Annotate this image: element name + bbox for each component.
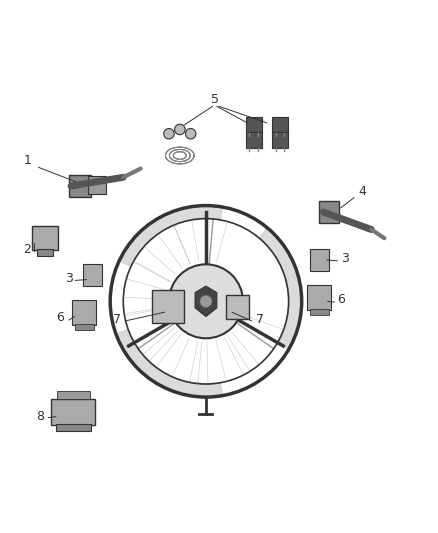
Bar: [246, 133, 261, 148]
Text: 3: 3: [341, 252, 349, 265]
Text: 4: 4: [359, 185, 367, 198]
Circle shape: [164, 128, 174, 139]
Bar: [37, 249, 53, 256]
Bar: [310, 249, 328, 271]
Text: 6: 6: [337, 294, 345, 306]
Bar: [32, 226, 58, 251]
Text: 1: 1: [24, 154, 32, 167]
Polygon shape: [116, 329, 223, 397]
Circle shape: [169, 264, 243, 338]
Bar: [310, 309, 328, 315]
Bar: [69, 175, 91, 197]
Text: 7: 7: [256, 313, 265, 326]
Bar: [56, 424, 91, 431]
Circle shape: [200, 295, 212, 308]
Bar: [319, 201, 339, 223]
Bar: [74, 324, 94, 330]
Bar: [272, 117, 288, 133]
Text: 6: 6: [56, 311, 64, 324]
Text: 8: 8: [36, 410, 45, 423]
Bar: [226, 295, 250, 319]
Bar: [83, 264, 102, 286]
Bar: [88, 176, 106, 194]
Bar: [57, 391, 90, 399]
Text: 2: 2: [24, 243, 32, 255]
Bar: [72, 300, 96, 325]
Bar: [51, 399, 95, 425]
Circle shape: [175, 124, 185, 135]
Text: 5: 5: [211, 93, 219, 106]
Polygon shape: [259, 228, 302, 349]
Bar: [246, 117, 261, 133]
Bar: [272, 133, 288, 148]
Polygon shape: [119, 206, 223, 266]
Text: 3: 3: [65, 272, 73, 285]
Text: 7: 7: [113, 313, 121, 326]
Circle shape: [185, 128, 196, 139]
Bar: [152, 290, 184, 323]
Bar: [307, 285, 331, 310]
Polygon shape: [195, 286, 217, 317]
